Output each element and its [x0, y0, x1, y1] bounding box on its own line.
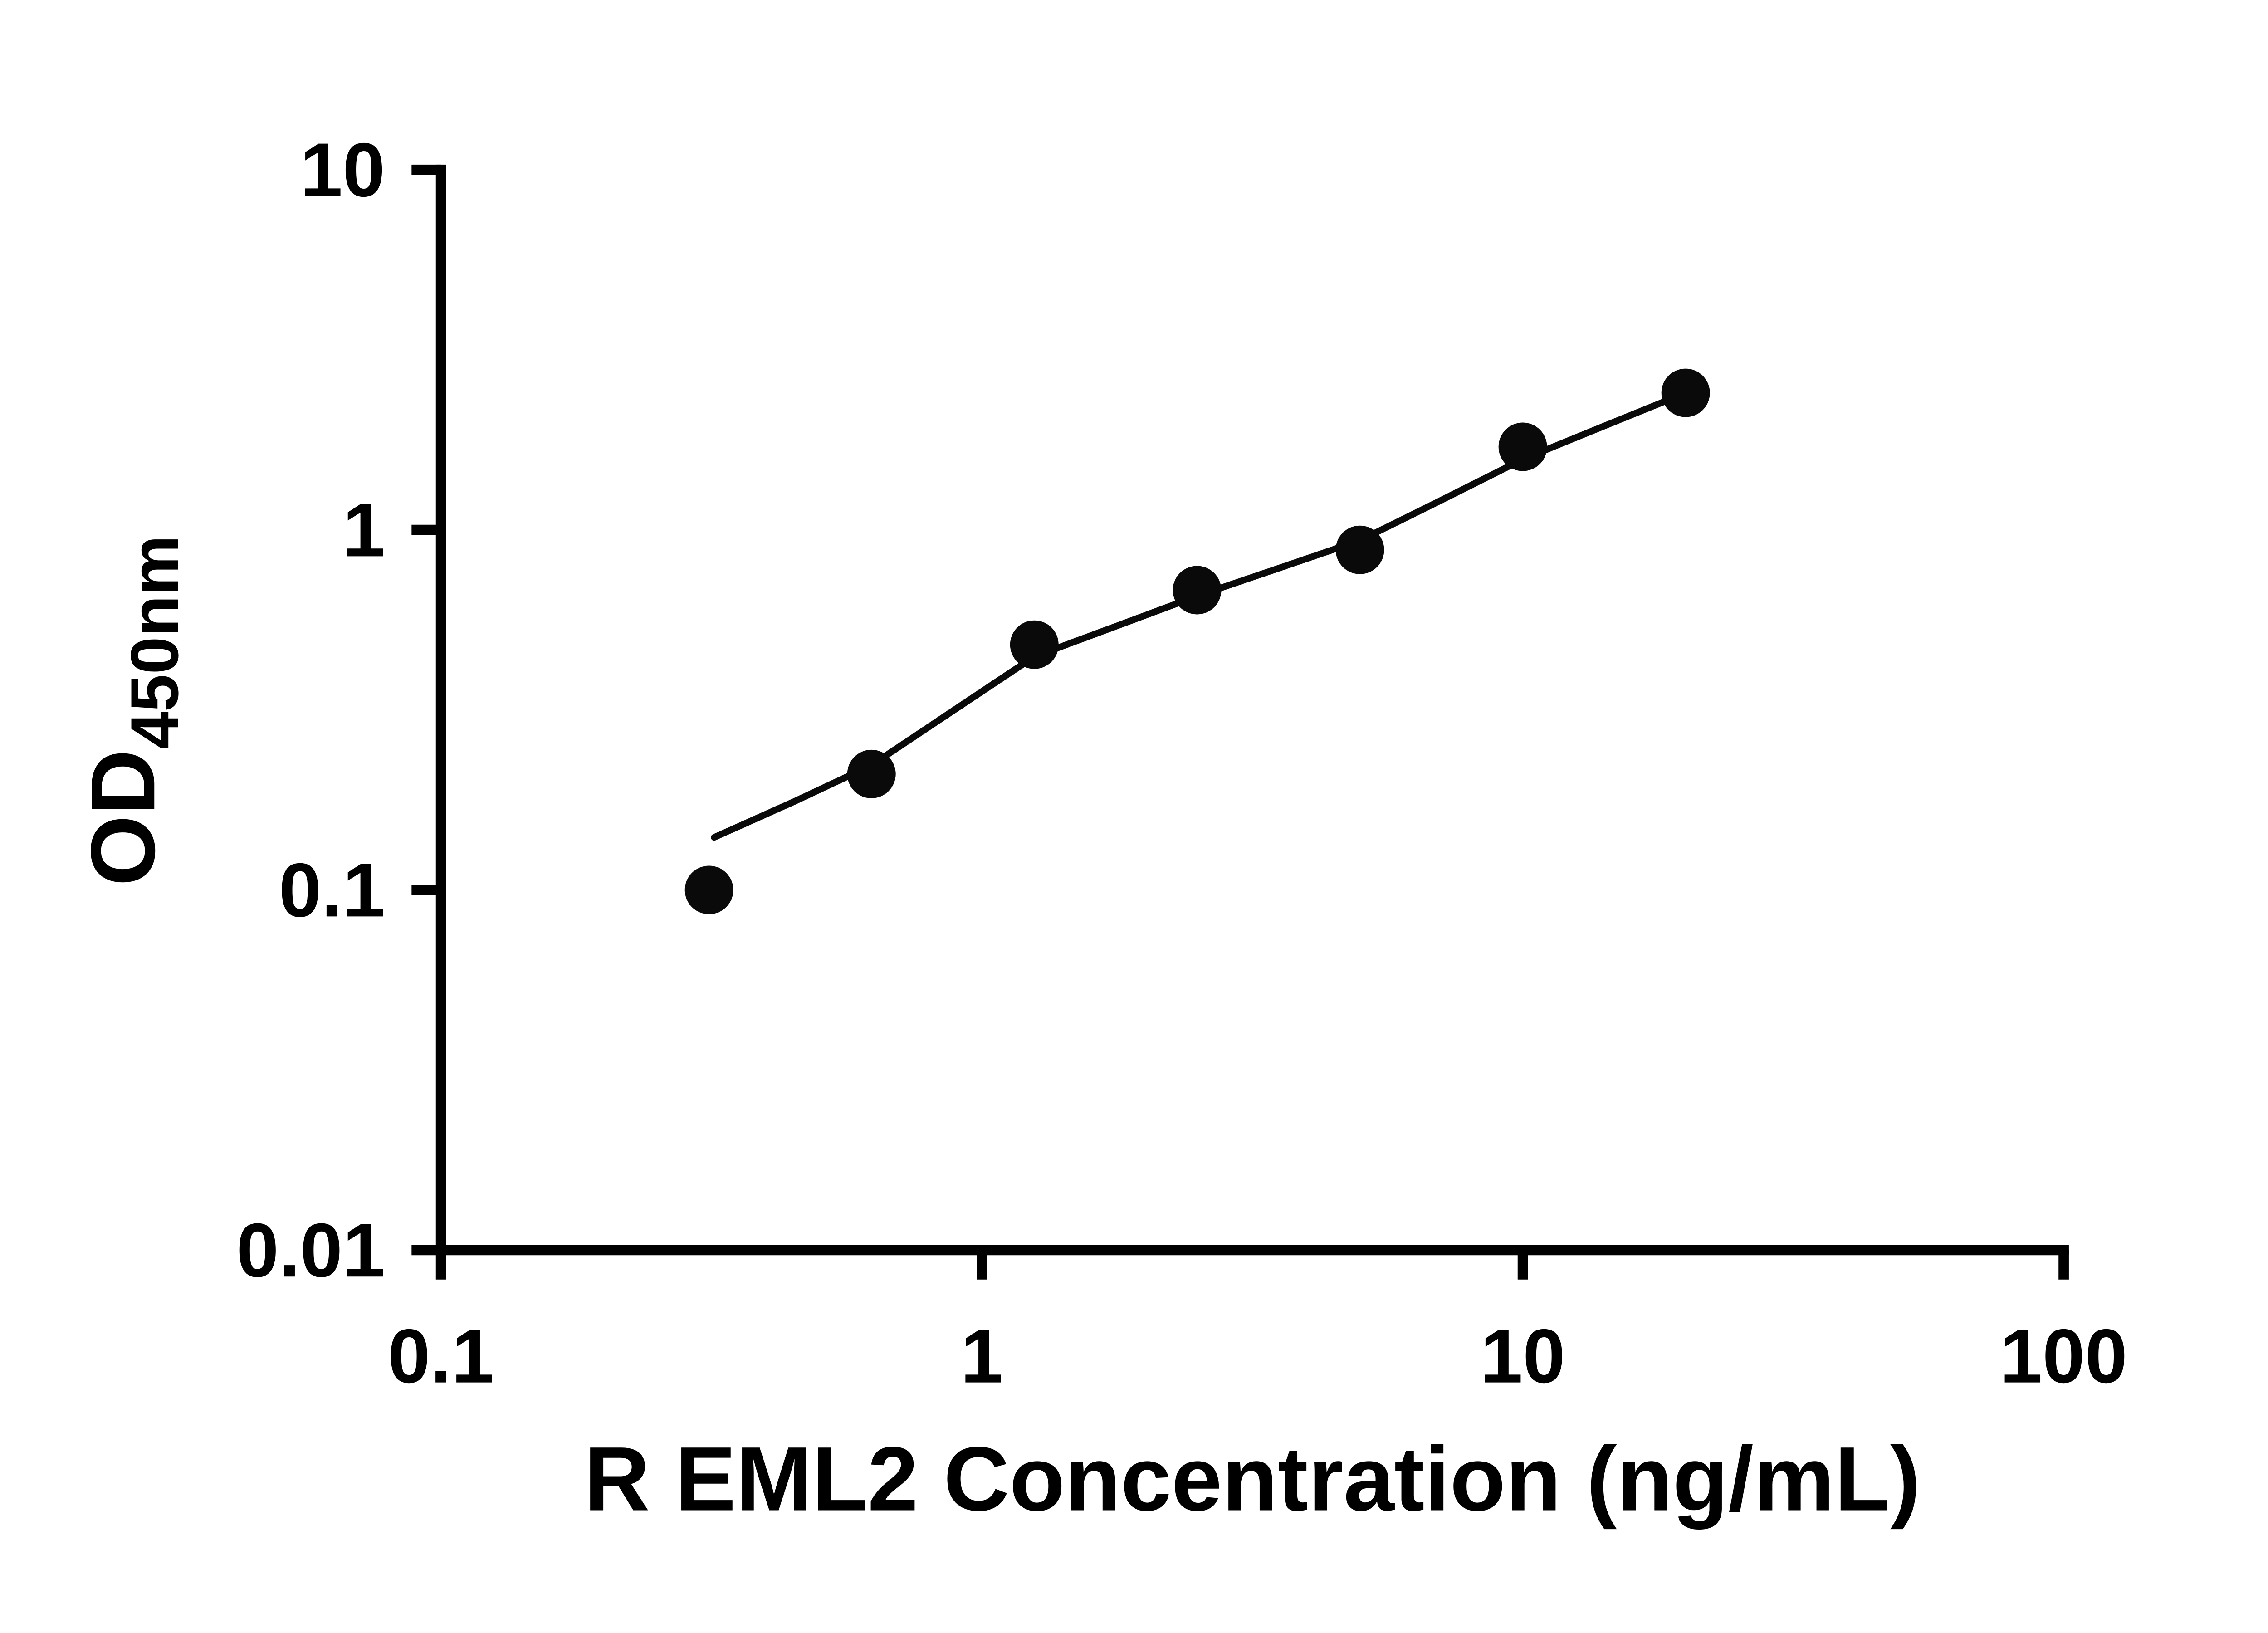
data-point — [1498, 422, 1547, 471]
data-point — [1173, 566, 1222, 615]
y-axis-title: OD450nm — [72, 535, 192, 886]
data-point — [847, 749, 896, 798]
y-tick-label: 10 — [300, 127, 385, 213]
data-point — [684, 865, 733, 914]
y-tick-label: 0.01 — [236, 1207, 385, 1293]
x-tick-label: 10 — [1480, 1313, 1565, 1399]
x-tick-label: 1 — [961, 1313, 1003, 1399]
data-point — [1010, 620, 1059, 669]
y-axis-title-subscript: 450nm — [117, 535, 192, 749]
data-point — [1661, 368, 1710, 417]
x-tick-label: 0.1 — [388, 1313, 494, 1399]
x-axis-title: R EML2 Concentration (ng/mL) — [584, 1428, 1921, 1530]
data-point — [1335, 525, 1384, 574]
y-tick-label: 1 — [342, 487, 385, 572]
x-tick-label: 100 — [2000, 1313, 2127, 1399]
y-tick-label: 0.1 — [279, 847, 385, 933]
y-axis-title-main: OD — [72, 749, 174, 886]
